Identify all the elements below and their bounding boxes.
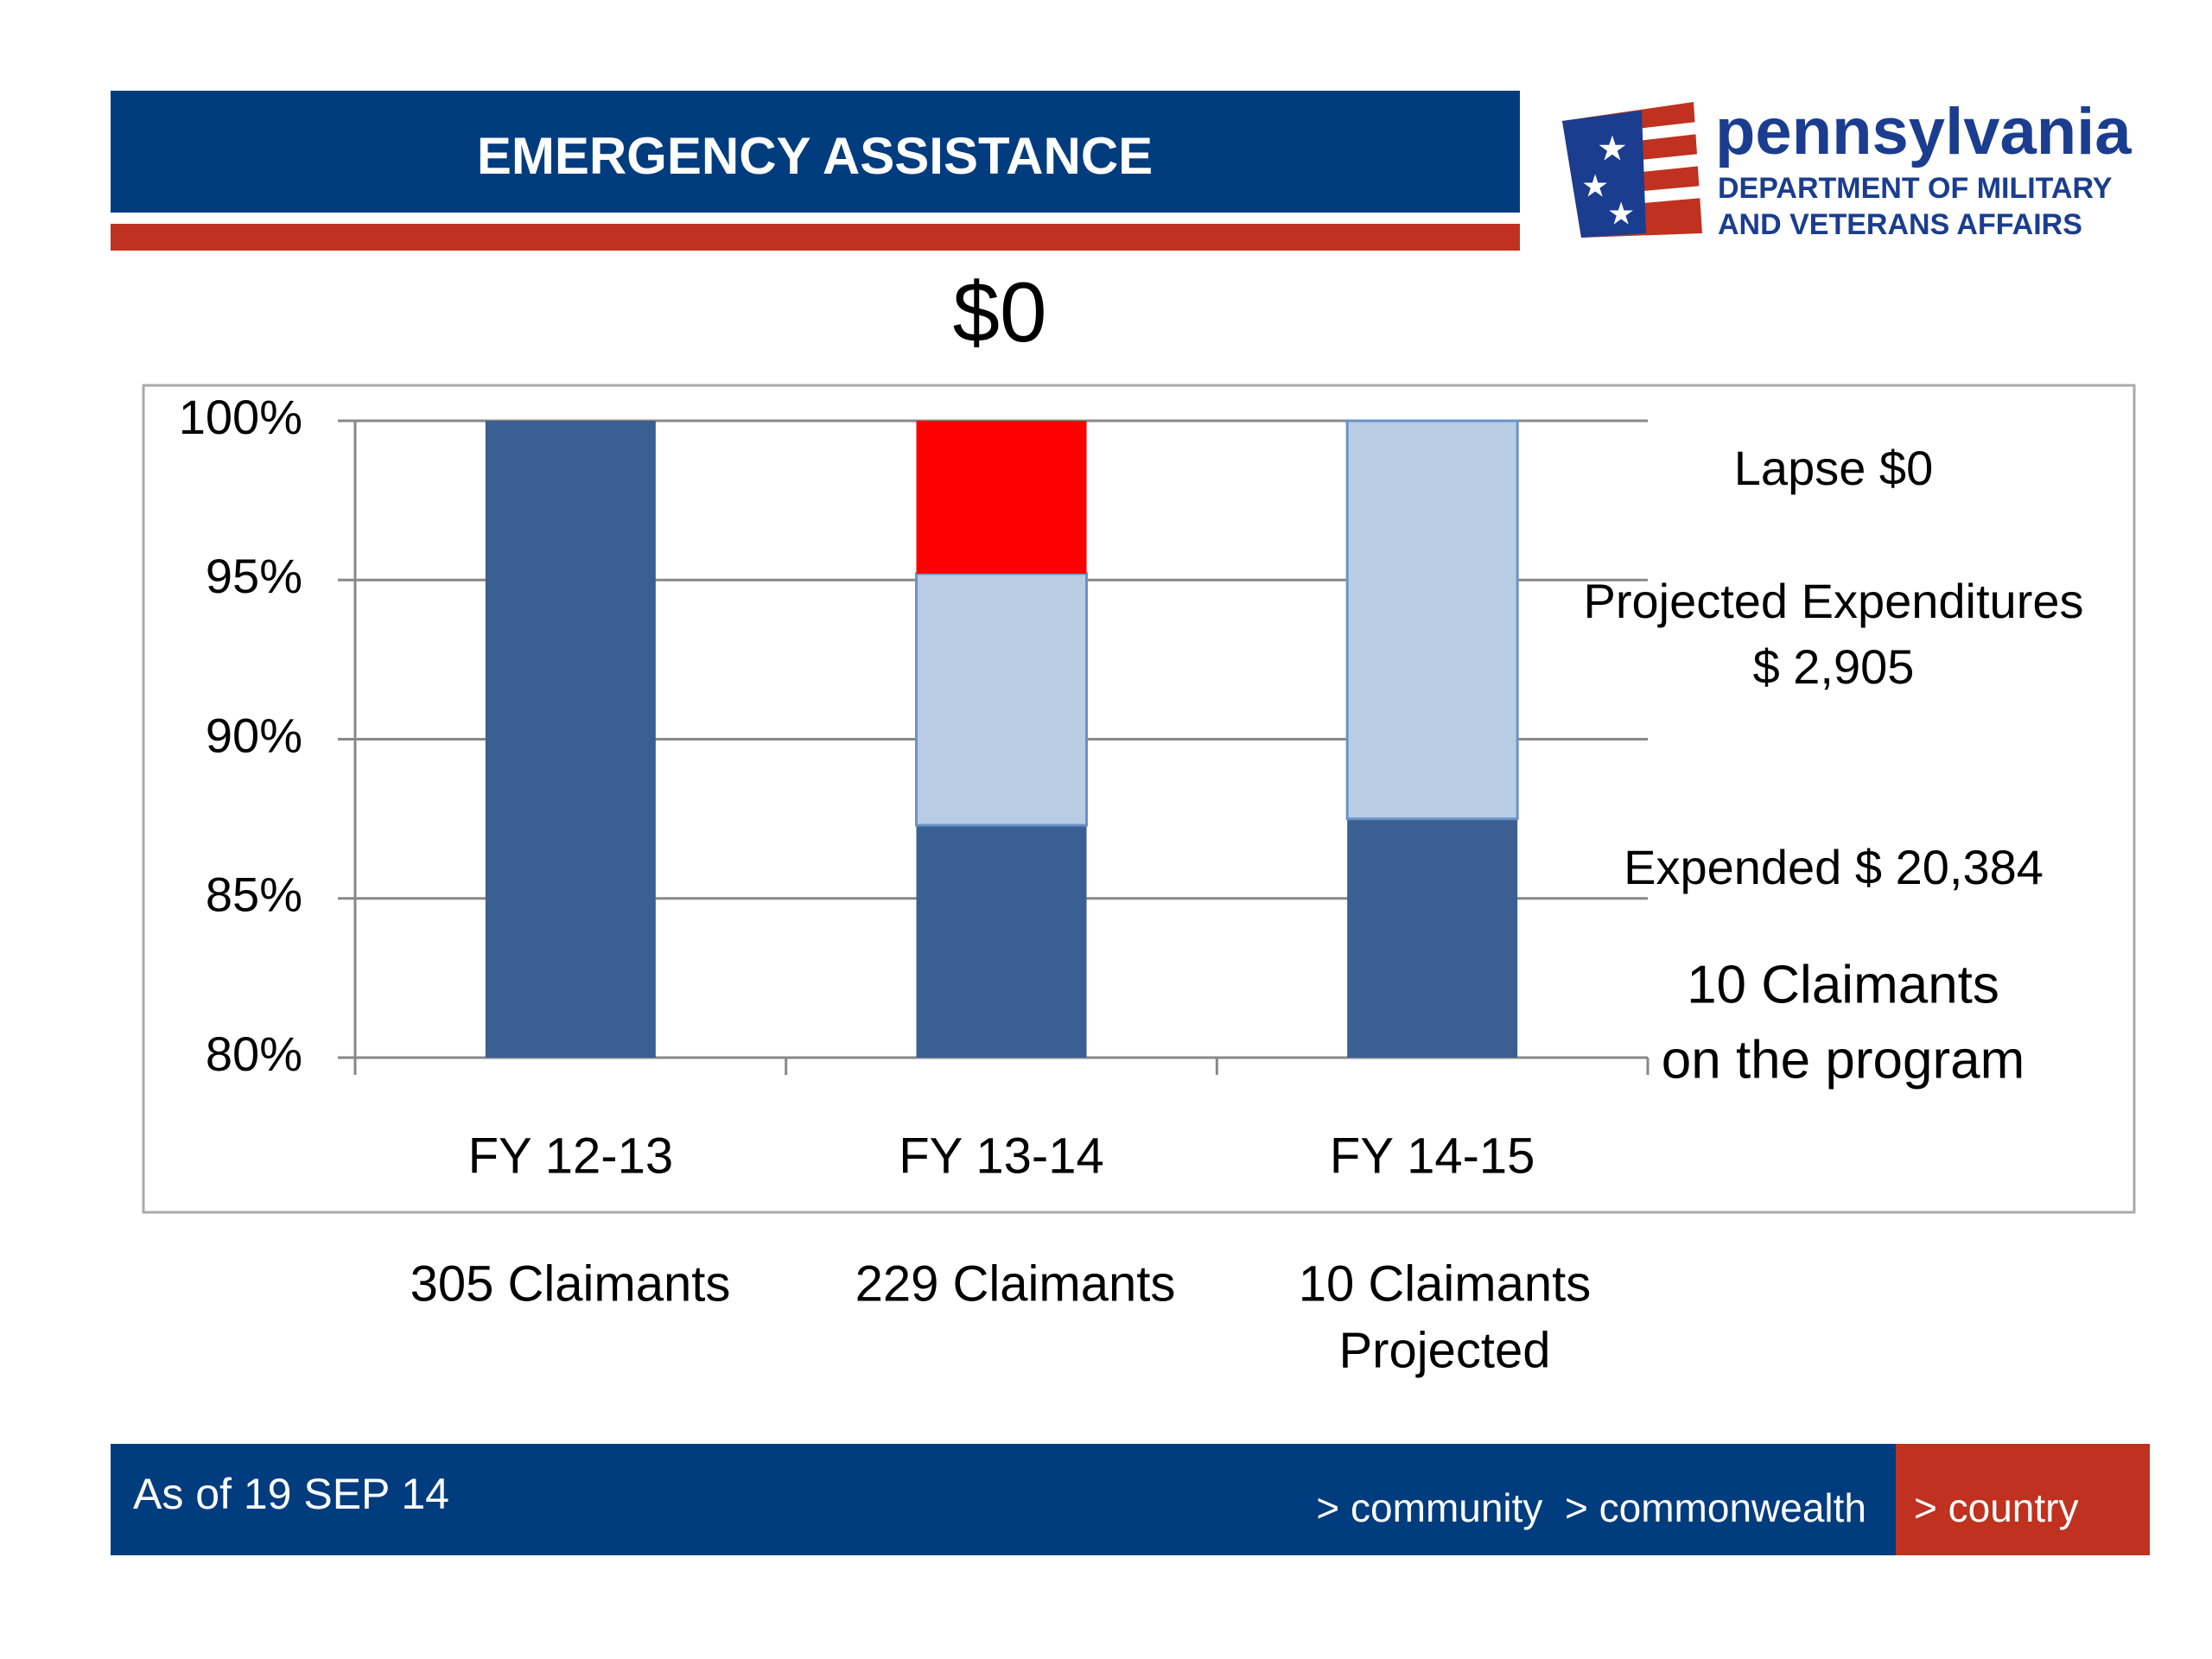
- bar-segment: [915, 572, 1088, 827]
- bar-segment: [916, 824, 1087, 1058]
- footer-country: > country: [1914, 1485, 2079, 1530]
- bar-segment: [916, 421, 1087, 574]
- category-note: Projected: [1338, 1322, 1550, 1378]
- annotation: Lapse $0: [1734, 441, 1933, 495]
- logo-flag: ★ ★ ★: [1562, 102, 1703, 238]
- annotation: 10 Claimants: [1687, 955, 1999, 1014]
- chart-frame: [142, 384, 2136, 1214]
- category-note: 229 Claimants: [855, 1255, 1176, 1312]
- header-bar: [111, 91, 1520, 213]
- footer-accent: [1896, 1444, 2150, 1555]
- y-tick-label: 95%: [206, 549, 302, 603]
- annotation: Projected Expenditures: [1583, 574, 2083, 628]
- chart-title: $0: [952, 264, 1046, 359]
- bar-segment: [485, 421, 656, 1058]
- category-note: 10 Claimants: [1299, 1255, 1591, 1312]
- logo-line: DEPARTMENT OF MILITARY: [1718, 172, 2113, 205]
- bar-segment: [1345, 419, 1519, 821]
- header-title: EMERGENCY ASSISTANCE: [477, 127, 1153, 185]
- x-tick-label: FY 12-13: [468, 1128, 674, 1184]
- svg-text:★: ★: [1581, 168, 1609, 204]
- annotation: $ 2,905: [1753, 639, 1915, 694]
- x-tick-label: FY 13-14: [899, 1128, 1104, 1184]
- logo-name: pennsylvania: [1715, 95, 2132, 168]
- svg-text:★: ★: [1597, 130, 1628, 168]
- logo-line: AND VETERANS AFFAIRS: [1718, 208, 2082, 241]
- footer-links: > community > commonwealth: [1316, 1485, 1866, 1530]
- annotation: on the program: [1662, 1030, 2024, 1090]
- svg-text:★: ★: [1607, 196, 1635, 232]
- y-tick-label: 80%: [206, 1027, 302, 1081]
- footer-date: As of 19 SEP 14: [133, 1470, 449, 1518]
- annotation: Expended $ 20,384: [1624, 840, 2044, 894]
- y-tick-label: 85%: [206, 868, 302, 922]
- y-tick-label: 100%: [179, 390, 302, 444]
- category-note: 305 Claimants: [410, 1255, 731, 1312]
- y-tick-label: 90%: [206, 708, 302, 762]
- footer-bar: [111, 1444, 1896, 1555]
- bar-segment: [1347, 818, 1518, 1058]
- header-stripe: [111, 224, 1520, 251]
- x-tick-label: FY 14-15: [1330, 1128, 1535, 1184]
